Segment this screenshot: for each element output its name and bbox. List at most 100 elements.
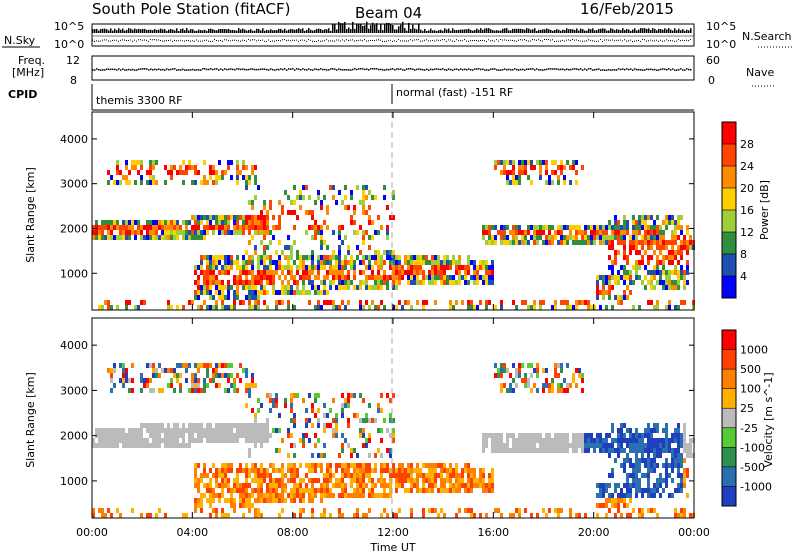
heatmap-cell [134,220,137,225]
heatmap-cell [545,180,548,185]
heatmap-cell [611,225,614,230]
heatmap-cell [122,383,125,388]
heatmap-cell [590,433,593,438]
freq-point [506,69,508,71]
nsky-bar [376,23,378,33]
heatmap-cell [203,483,206,488]
heatmap-cell [347,300,350,305]
heatmap-cell [458,260,461,265]
nsearch-dot [110,41,111,42]
heatmap-cell [290,255,293,260]
heatmap-cell [356,493,359,498]
heatmap-cell [638,305,641,310]
heatmap-cell [479,300,482,305]
heatmap-cell [338,275,341,280]
heatmap-cell [137,428,140,433]
heatmap-cell [176,305,179,310]
heatmap-cell [500,363,503,368]
heatmap-cell [146,220,149,225]
heatmap-cell [440,478,443,483]
heatmap-cell [434,468,437,473]
heatmap-cell [245,270,248,275]
freq-point [600,69,602,71]
heatmap-cell [377,275,380,280]
heatmap-cell [368,403,371,408]
heatmap-cell [440,265,443,270]
nsearch-dot [164,40,165,41]
heatmap-cell [653,443,656,448]
freq-point [288,68,290,70]
heatmap-cell [449,473,452,478]
heatmap-cell [254,433,257,438]
heatmap-cell [230,488,233,493]
heatmap-cell [524,443,527,448]
heatmap-cell [122,428,125,433]
heatmap-cell [512,235,515,240]
heatmap-cell [521,170,524,175]
heatmap-cell [215,175,218,180]
heatmap-cell [179,388,182,393]
heatmap-cell [248,483,251,488]
heatmap-cell [131,443,134,448]
heatmap-cell [224,295,227,300]
heatmap-cell [341,478,344,483]
heatmap-cell [353,413,356,418]
heatmap-cell [683,270,686,275]
heatmap-cell [620,295,623,300]
heatmap-cell [140,180,143,185]
heatmap-cell [197,498,200,503]
heatmap-cell [227,220,230,225]
heatmap-cell [371,220,374,225]
heatmap-cell [626,453,629,458]
heatmap-cell [611,270,614,275]
heatmap-cell [332,275,335,280]
heatmap-cell [647,215,650,220]
heatmap-cell [242,488,245,493]
heatmap-cell [233,260,236,265]
heatmap-cell [689,245,692,250]
heatmap-cell [311,408,314,413]
heatmap-cell [170,305,173,310]
freq-point [596,69,598,71]
heatmap-cell [578,225,581,230]
heatmap-cell [551,160,554,165]
heatmap-cell [374,250,377,255]
heatmap-cell [344,205,347,210]
heatmap-cell [278,225,281,230]
heatmap-cell [629,270,632,275]
heatmap-cell [647,433,650,438]
heatmap-cell [674,438,677,443]
heatmap-cell [125,160,128,165]
nsearch-dot [576,39,577,40]
heatmap-cell [266,215,269,220]
freq-point [134,69,136,71]
heatmap-cell [254,468,257,473]
heatmap-cell [212,305,215,310]
nsky-bar [600,29,602,33]
heatmap-cell [680,453,683,458]
freq-point [520,69,522,71]
heatmap-cell [491,265,494,270]
heatmap-cell [374,230,377,235]
heatmap-cell [398,478,401,483]
freq-point [372,68,374,70]
heatmap-cell [590,230,593,235]
heatmap-cell [431,275,434,280]
heatmap-cell [455,260,458,265]
nsky-bar [412,25,414,33]
heatmap-cell [290,275,293,280]
heatmap-cell [101,438,104,443]
heatmap-cell [581,240,584,245]
heatmap-cell [524,433,527,438]
heatmap-cell [359,478,362,483]
heatmap-cell [452,488,455,493]
heatmap-cell [422,300,425,305]
heatmap-cell [662,245,665,250]
heatmap-cell [110,513,113,518]
nsearch-dot [298,41,299,42]
freq-point [604,69,606,71]
heatmap-cell [617,448,620,453]
heatmap-cell [650,255,653,260]
freq-point [180,69,182,71]
heatmap-cell [437,488,440,493]
